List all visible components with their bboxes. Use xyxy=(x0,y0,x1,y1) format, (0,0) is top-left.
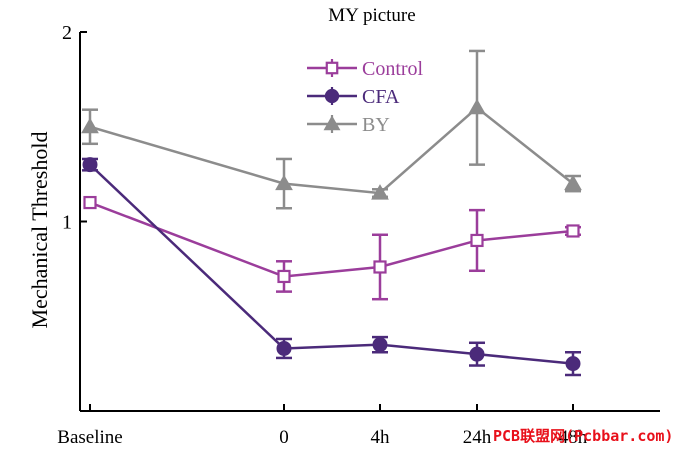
x-tick-label: Baseline xyxy=(57,427,122,448)
y-tick-label: 2 xyxy=(62,22,72,44)
series-line xyxy=(89,163,574,365)
series-layer xyxy=(81,49,582,377)
marker-circle xyxy=(324,88,340,104)
marker-square xyxy=(325,61,339,75)
axes: 1 2 Baseline 0 4h 24h 48h xyxy=(57,22,660,448)
x-tick-label: 0 xyxy=(279,427,289,448)
legend-item-control: Control xyxy=(307,58,424,80)
legend-item-cfa: CFA xyxy=(307,86,400,108)
y-axis-label: Mechanical Threshold xyxy=(27,132,52,329)
marker-square xyxy=(277,269,291,284)
marker-circle xyxy=(565,356,581,372)
marker-triangle xyxy=(275,174,293,191)
marker-triangle xyxy=(564,174,582,191)
x-tick-label: 48h xyxy=(559,427,588,448)
legend-label: BY xyxy=(362,114,390,136)
y-tick-label: 1 xyxy=(62,212,72,234)
legend-label: CFA xyxy=(362,86,400,108)
legend-item-by: BY xyxy=(307,114,390,136)
watermark-text: PCB联盟网(Pcbbar.com) xyxy=(493,427,674,445)
legend-label: Control xyxy=(362,58,424,80)
marker-triangle xyxy=(468,98,486,115)
marker-square xyxy=(566,224,580,238)
marker-square xyxy=(83,195,97,210)
legend: Control CFA BY xyxy=(307,58,424,136)
marker-circle xyxy=(276,340,292,356)
x-tick-label: 24h xyxy=(463,427,492,448)
chart-title: MY picture xyxy=(328,5,415,26)
series-control xyxy=(83,195,581,301)
series-line xyxy=(89,201,574,278)
marker-square xyxy=(470,233,484,248)
series-by xyxy=(81,49,582,210)
marker-triangle xyxy=(81,117,99,134)
marker-circle xyxy=(82,157,98,173)
marker-triangle xyxy=(371,184,389,200)
marker-circle xyxy=(469,346,485,362)
marker-square xyxy=(373,260,387,274)
marker-circle xyxy=(372,337,388,353)
x-tick-label: 4h xyxy=(371,427,391,448)
series-cfa xyxy=(82,157,581,377)
marker-triangle xyxy=(323,115,341,131)
